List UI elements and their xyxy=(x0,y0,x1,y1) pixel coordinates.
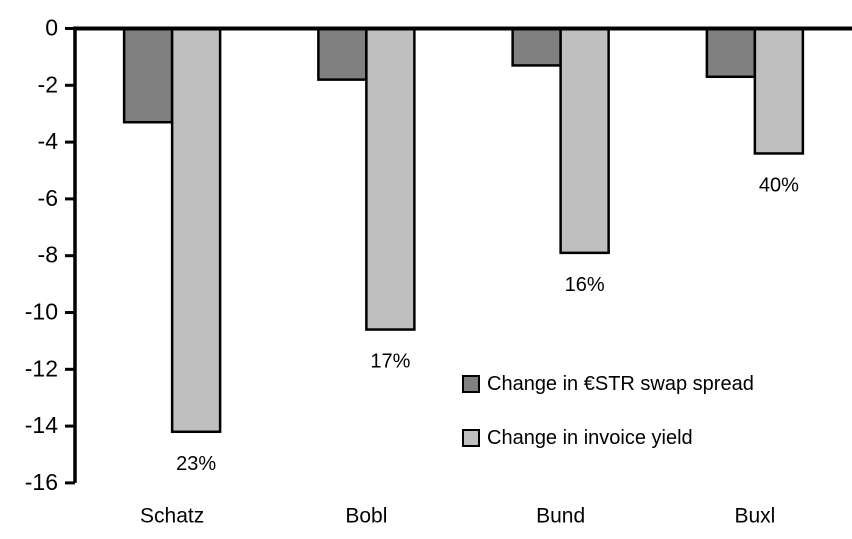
y-axis-tick-label: 0 xyxy=(45,15,58,41)
legend-label-invoice-yield: Change in invoice yield xyxy=(487,426,693,449)
y-axis-tick-label: -14 xyxy=(25,412,58,438)
bar-buxl-swap-spread xyxy=(705,27,757,79)
legend-swatch-swap-spread xyxy=(462,375,480,393)
bar-buxl-invoice-yield xyxy=(753,27,805,155)
x-axis-label-buxl: Buxl xyxy=(734,505,775,528)
bar-bobl-invoice-yield xyxy=(365,27,416,331)
bar-label-bobl: 17% xyxy=(370,351,410,373)
bar-label-schatz: 23% xyxy=(176,453,216,475)
legend: Change in €STR swap spread Change in inv… xyxy=(462,370,754,478)
bar-schatz-swap-spread xyxy=(122,27,174,124)
y-axis-tick-label: -4 xyxy=(38,128,59,154)
legend-item-swap-spread: Change in €STR swap spread xyxy=(462,370,754,398)
bar-label-buxl: 40% xyxy=(759,174,799,196)
legend-swatch-invoice-yield xyxy=(462,429,480,447)
y-axis-tick-label: -6 xyxy=(38,185,58,211)
y-axis-tick-label: -10 xyxy=(25,299,58,325)
x-axis-label-bobl: Bobl xyxy=(345,505,387,528)
y-axis-tick-label: -8 xyxy=(38,242,58,268)
y-axis-tick-label: -12 xyxy=(25,355,58,381)
x-axis-label-bund: Bund xyxy=(536,505,585,528)
x-axis-label-schatz: Schatz xyxy=(140,505,204,528)
bar-bund-swap-spread xyxy=(511,27,562,67)
bar-bund-invoice-yield xyxy=(559,27,610,255)
legend-item-invoice-yield: Change in invoice yield xyxy=(462,424,754,452)
bar-schatz-invoice-yield xyxy=(170,27,222,434)
bar-bobl-swap-spread xyxy=(317,27,368,81)
legend-label-swap-spread: Change in €STR swap spread xyxy=(487,372,754,395)
y-axis-tick-label: -16 xyxy=(25,469,58,495)
bar-label-bund: 16% xyxy=(565,274,605,296)
y-axis-tick-label: -2 xyxy=(38,71,58,97)
